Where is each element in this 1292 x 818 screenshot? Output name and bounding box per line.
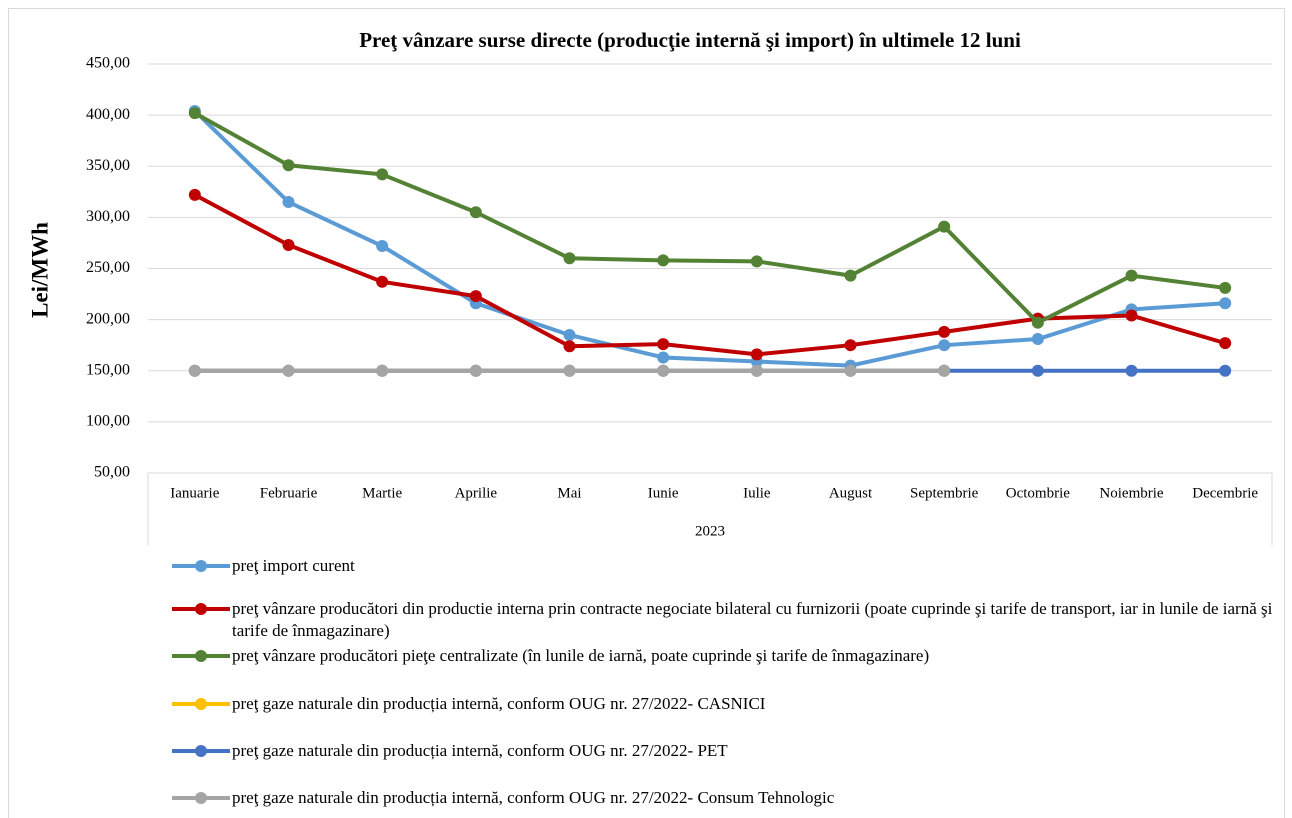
x-tick-label: Noiembrie bbox=[1099, 485, 1163, 501]
series-marker bbox=[1031, 316, 1044, 329]
series-marker bbox=[1125, 269, 1138, 282]
y-tick-label: 450,00 bbox=[86, 55, 130, 72]
series-marker bbox=[657, 364, 670, 377]
series-marker bbox=[1031, 364, 1044, 377]
series-line bbox=[193, 111, 1226, 325]
chart-title: Preţ vânzare surse directe (producţie in… bbox=[359, 28, 1021, 52]
legend-label: preţ vânzare producători pieţe centraliz… bbox=[232, 646, 930, 665]
legend-swatch bbox=[195, 650, 207, 662]
legend-swatch bbox=[195, 792, 207, 804]
x-tick-label: Decembrie bbox=[1192, 485, 1258, 501]
legend-label: preţ gaze naturale din producția internă… bbox=[232, 788, 835, 807]
x-tick-label: Martie bbox=[362, 485, 402, 501]
legend-swatch bbox=[195, 745, 207, 757]
x-tick-label: Mai bbox=[557, 485, 581, 501]
series-marker bbox=[469, 206, 482, 219]
series-marker bbox=[750, 364, 763, 377]
series-marker bbox=[657, 351, 670, 364]
series-line bbox=[193, 109, 1226, 368]
series-marker bbox=[938, 339, 951, 352]
series-marker bbox=[1219, 337, 1232, 350]
series-marker bbox=[563, 252, 576, 265]
series-marker bbox=[188, 107, 201, 120]
y-tick-label: 200,00 bbox=[86, 310, 130, 327]
series-marker bbox=[1219, 281, 1232, 294]
category-group-label: 2023 bbox=[695, 523, 725, 539]
series-line bbox=[193, 193, 1226, 357]
series-marker bbox=[563, 328, 576, 341]
y-tick-label: 150,00 bbox=[86, 361, 130, 378]
series-marker bbox=[1125, 364, 1138, 377]
x-tick-label: Februarie bbox=[260, 485, 318, 501]
series-marker bbox=[938, 364, 951, 377]
series-marker bbox=[657, 338, 670, 351]
series-marker bbox=[844, 269, 857, 282]
series-marker bbox=[282, 159, 295, 172]
series-marker bbox=[376, 364, 389, 377]
x-tick-label: Iunie bbox=[648, 485, 679, 501]
series-marker bbox=[938, 325, 951, 338]
y-tick-label: 400,00 bbox=[86, 106, 130, 123]
legend-label: preţ import curent bbox=[232, 556, 355, 575]
series-marker bbox=[188, 188, 201, 201]
legend-swatch bbox=[195, 560, 207, 572]
series-marker bbox=[657, 254, 670, 267]
legend-label: preţ vânzare producători din productie i… bbox=[232, 599, 1273, 640]
x-tick-label: Iulie bbox=[743, 485, 771, 501]
series-marker bbox=[376, 168, 389, 181]
chart-border bbox=[8, 8, 1285, 818]
series-marker bbox=[1031, 333, 1044, 346]
legend-swatch bbox=[195, 603, 207, 615]
legend-swatch bbox=[195, 698, 207, 710]
x-tick-label: Septembrie bbox=[910, 485, 979, 501]
series-marker bbox=[469, 290, 482, 303]
series-marker bbox=[563, 364, 576, 377]
legend-label: preţ gaze naturale din producția internă… bbox=[232, 694, 766, 713]
x-tick-label: August bbox=[829, 485, 873, 501]
series-marker bbox=[844, 364, 857, 377]
series-marker bbox=[282, 364, 295, 377]
series-marker bbox=[844, 339, 857, 352]
series-marker bbox=[282, 238, 295, 251]
series-marker bbox=[376, 275, 389, 288]
series-marker bbox=[188, 364, 201, 377]
series-marker bbox=[282, 196, 295, 209]
y-tick-label: 250,00 bbox=[86, 259, 130, 276]
series-marker bbox=[563, 340, 576, 353]
x-tick-label: Octombrie bbox=[1006, 485, 1070, 501]
y-tick-label: 50,00 bbox=[94, 464, 130, 481]
y-tick-label: 100,00 bbox=[86, 413, 130, 430]
y-axis-title: Lei/MWh bbox=[27, 222, 52, 318]
y-tick-label: 300,00 bbox=[86, 208, 130, 225]
series-marker bbox=[469, 364, 482, 377]
series-marker bbox=[1219, 297, 1232, 310]
x-tick-label: Aprilie bbox=[455, 485, 498, 501]
series-marker bbox=[376, 240, 389, 253]
series-marker bbox=[1125, 309, 1138, 322]
series-marker bbox=[938, 220, 951, 233]
y-tick-label: 350,00 bbox=[86, 157, 130, 174]
series-marker bbox=[750, 255, 763, 268]
x-tick-label: Ianuarie bbox=[170, 485, 219, 501]
series-marker bbox=[750, 348, 763, 361]
legend-label: preţ gaze naturale din producția internă… bbox=[232, 741, 728, 760]
series-marker bbox=[1219, 364, 1232, 377]
